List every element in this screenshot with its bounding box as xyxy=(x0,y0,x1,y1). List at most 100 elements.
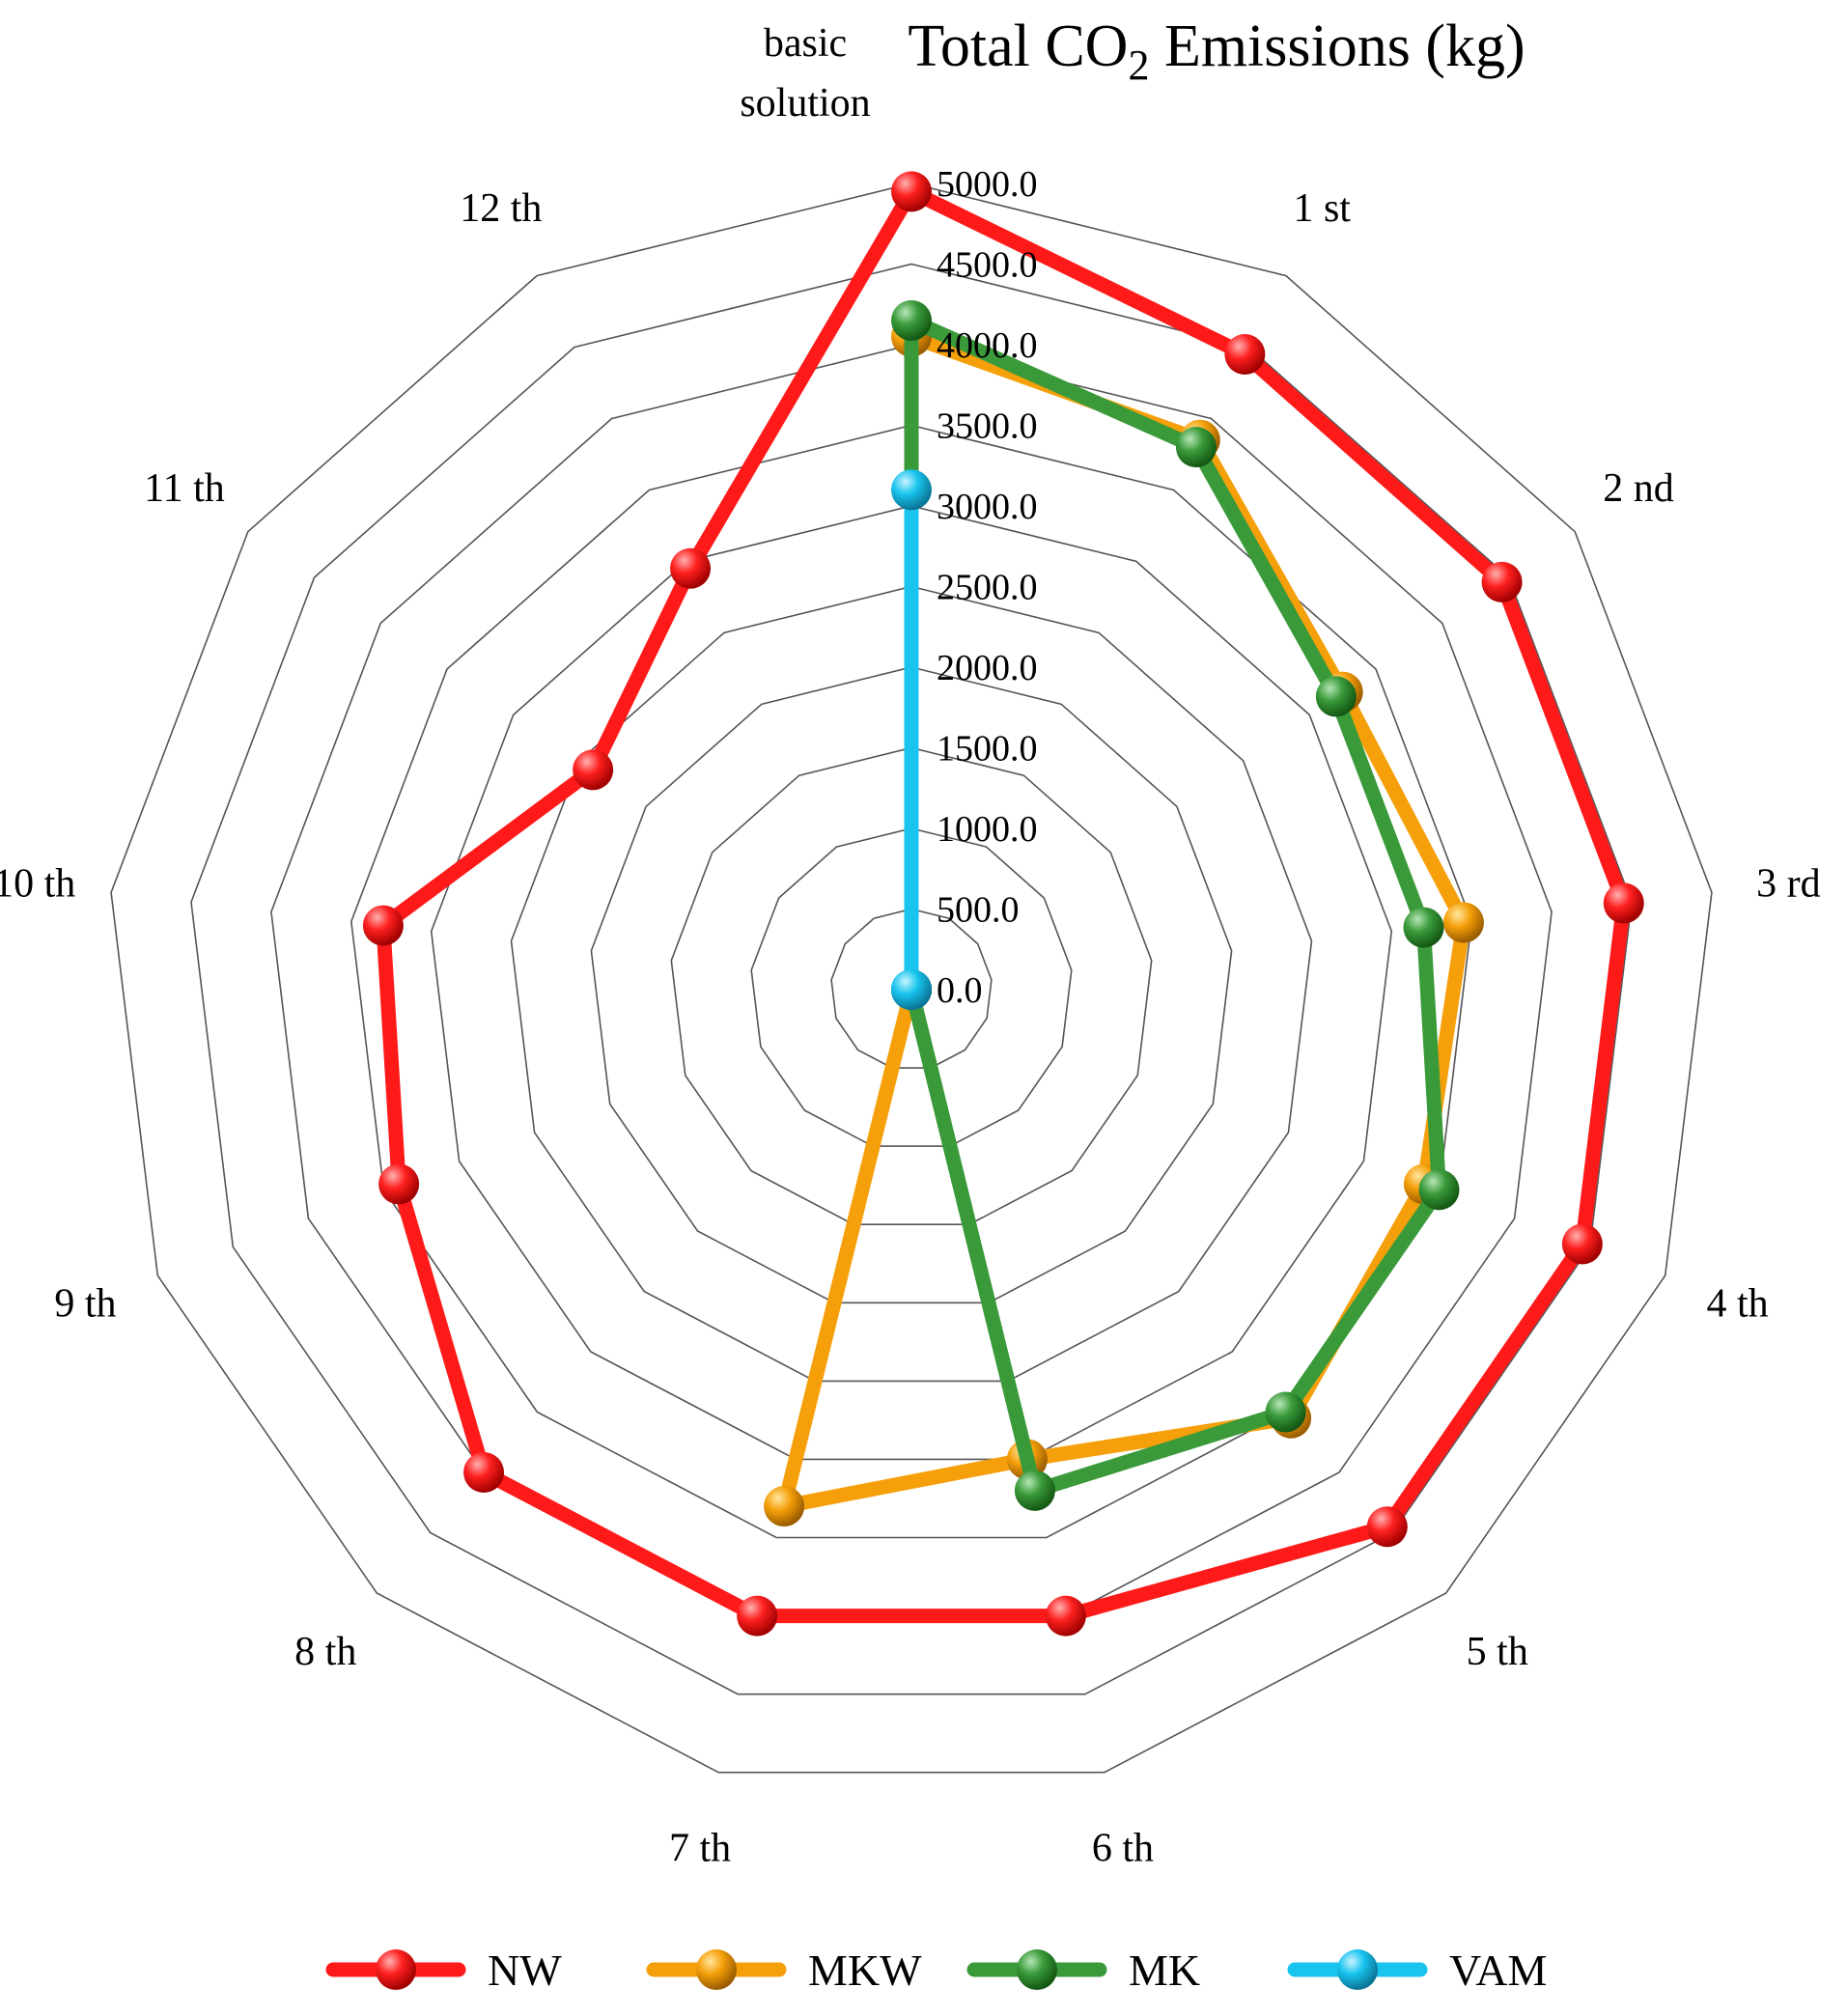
series-spoke xyxy=(904,982,1043,1498)
tick-label: 500.0 xyxy=(937,890,1020,931)
radial-tick-labels: 0.0 500.0 1000.0 1500.0 2000.0 2500.0 3000.0 35… xyxy=(937,164,1038,1011)
category-label: basic solution xyxy=(740,21,870,126)
legend-label: MKW xyxy=(808,1946,922,1995)
data-point xyxy=(764,1486,805,1527)
series-nw xyxy=(362,171,1644,1637)
data-point xyxy=(891,299,932,341)
series-edge xyxy=(1575,895,1632,1252)
legend-item-mk: MK xyxy=(966,1946,1200,1995)
series-edge xyxy=(585,561,698,777)
data-point xyxy=(891,469,932,511)
category-label: 11 th xyxy=(144,466,225,511)
data-point xyxy=(1418,1169,1460,1211)
data-point xyxy=(378,1163,420,1205)
legend: NW MKW MK VAM xyxy=(325,1946,1547,1995)
series-edge xyxy=(1027,1405,1294,1498)
data-point xyxy=(1315,676,1357,717)
series-mkw xyxy=(764,316,1484,1527)
series-edge xyxy=(376,762,601,934)
series-edge xyxy=(1495,574,1632,910)
grid-ring xyxy=(110,182,1713,1774)
data-point xyxy=(1045,1595,1086,1637)
data-point xyxy=(362,905,404,946)
tick-label: 3500.0 xyxy=(937,406,1038,447)
data-point xyxy=(1403,907,1444,948)
data-point xyxy=(1265,1391,1306,1433)
series-edge xyxy=(476,1465,765,1624)
legend-label: VAM xyxy=(1449,1946,1547,1995)
data-point xyxy=(1603,882,1644,924)
legend-marker xyxy=(1017,1949,1057,1990)
series-edge xyxy=(1380,1237,1590,1534)
series-edge xyxy=(683,183,919,576)
grid-ring xyxy=(190,263,1633,1695)
legend-item-mkw: MKW xyxy=(646,1946,922,1995)
legend-label: NW xyxy=(488,1946,562,1995)
data-point xyxy=(737,1595,778,1637)
grid-ring xyxy=(750,827,1073,1147)
grid-ring xyxy=(350,424,1473,1539)
tick-label: 4500.0 xyxy=(937,245,1038,286)
tick-label: 1000.0 xyxy=(937,809,1038,850)
grid-ring xyxy=(830,908,993,1069)
data-point xyxy=(463,1452,505,1494)
data-point xyxy=(891,969,932,1010)
grid-ring xyxy=(670,746,1153,1225)
tick-label: 2000.0 xyxy=(937,648,1038,688)
data-point xyxy=(1561,1223,1603,1265)
series-edge xyxy=(391,1176,491,1480)
series-edge xyxy=(1237,347,1510,590)
data-point xyxy=(1366,1506,1408,1548)
tick-label: 2500.0 xyxy=(937,568,1038,608)
series-spoke xyxy=(776,982,919,1514)
series-edge xyxy=(1278,1182,1447,1420)
legend-marker xyxy=(1337,1949,1378,1990)
radar-grid xyxy=(110,182,1713,1774)
data-point xyxy=(1175,427,1217,468)
category-label: 7 th xyxy=(669,1826,731,1870)
legend-label: MK xyxy=(1129,1946,1200,1995)
grid-ring xyxy=(590,666,1233,1304)
series-edge xyxy=(1058,1519,1395,1624)
category-label: 4 th xyxy=(1706,1281,1768,1326)
series-edge xyxy=(776,1451,1035,1514)
tick-label: 4000.0 xyxy=(937,325,1038,366)
category-labels: basic solution 1 st 2 nd 3 rd 4 th 5 th 6 th 7 t… xyxy=(0,21,1821,1870)
category-label: 2 nd xyxy=(1603,466,1674,511)
tick-label: 5000.0 xyxy=(937,164,1038,205)
category-label: 8 th xyxy=(294,1630,356,1674)
chart-title: Total CO2 Emissions (kg) xyxy=(908,14,1525,89)
category-label: 3 rd xyxy=(1756,862,1821,907)
series-lines xyxy=(362,171,1644,1637)
data-point xyxy=(1442,902,1484,943)
tick-label: 1500.0 xyxy=(937,729,1038,770)
data-point xyxy=(1014,1470,1055,1511)
data-point xyxy=(1224,333,1266,375)
legend-item-nw: NW xyxy=(325,1946,562,1995)
data-point xyxy=(891,171,932,212)
category-label: 5 th xyxy=(1467,1630,1528,1674)
series-edge xyxy=(1329,688,1432,936)
series-edge xyxy=(904,313,1204,455)
category-label: 6 th xyxy=(1092,1826,1154,1870)
series-edge xyxy=(904,183,1252,362)
tick-label: 3000.0 xyxy=(937,487,1038,527)
category-label: 9 th xyxy=(54,1281,116,1326)
series-edge xyxy=(376,918,406,1191)
category-label: 10 th xyxy=(0,862,75,907)
category-label: 12 th xyxy=(460,186,542,231)
series-edge xyxy=(1335,685,1471,931)
legend-marker xyxy=(696,1949,737,1990)
legend-marker xyxy=(376,1949,416,1990)
series-edge xyxy=(1416,920,1447,1197)
legend-item-vam: VAM xyxy=(1287,1946,1547,1995)
data-point xyxy=(573,749,614,791)
data-point xyxy=(670,547,712,589)
tick-label: 0.0 xyxy=(937,970,983,1011)
series-vam xyxy=(891,469,932,1010)
data-point xyxy=(1481,561,1523,602)
category-label: 1 st xyxy=(1293,186,1351,231)
series-edge xyxy=(1189,439,1344,704)
grid-ring xyxy=(430,505,1393,1461)
